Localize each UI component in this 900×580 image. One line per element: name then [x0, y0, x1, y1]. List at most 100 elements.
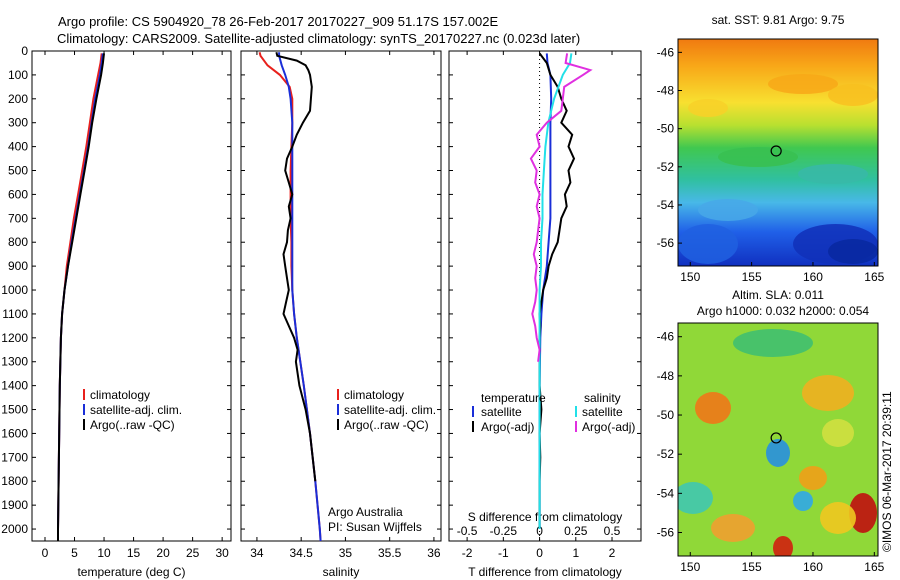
- y-tick-label: 1700: [1, 450, 28, 464]
- legend-label: Argo(..raw -QC): [344, 418, 429, 432]
- sla-patch: [695, 392, 731, 424]
- map-frame: [677, 38, 879, 267]
- sla-patch: [820, 502, 856, 534]
- y-tick-label: 1100: [2, 307, 28, 321]
- y-tick-label: 500: [8, 164, 28, 178]
- x-tick-label: 0: [42, 546, 49, 560]
- plot-frame: [31, 50, 232, 542]
- x-axis-label: T difference from climatology: [468, 565, 622, 579]
- y-tick-label: 1900: [1, 498, 28, 512]
- top-tick-label: -0.25: [490, 524, 518, 538]
- difference-panel: -2 -1 0 1 2 T difference from climatology -0.5…: [448, 50, 642, 579]
- map-title: Altim. SLA: 0.011: [732, 288, 824, 302]
- series-line: [529, 53, 593, 362]
- y-tick-label: -54: [657, 198, 675, 212]
- salinity-panel: 34 34.5 35 35.5 36 salinity climatologysatelli…: [240, 50, 442, 579]
- series-line: [275, 51, 317, 482]
- y-tick-label: 300: [8, 116, 28, 130]
- sst-patch: [768, 74, 838, 94]
- sla-patch: [773, 536, 793, 556]
- legend-label: satellite: [481, 405, 522, 419]
- sst-patch: [678, 224, 738, 264]
- y-tick-label: -56: [657, 236, 675, 250]
- credit-label: ©IMOS 06-Mar-2017 20:39:11: [880, 391, 894, 552]
- annotation-text: Argo Australia: [328, 505, 403, 519]
- y-tick-label: -52: [657, 447, 675, 461]
- y-tick-label: 1400: [1, 379, 28, 393]
- y-tick-label: 1600: [1, 426, 28, 440]
- sst-patches: [678, 74, 878, 264]
- x-tick-label: 155: [742, 560, 762, 574]
- y-tick-label: 1200: [1, 331, 28, 345]
- sla-patch: [711, 514, 755, 542]
- y-tick-label: -46: [657, 45, 675, 59]
- sst-patch: [688, 99, 728, 117]
- map-title: sat. SST: 9.81 Argo: 9.75: [712, 13, 845, 27]
- y-tick-label: -50: [657, 408, 675, 422]
- x-tick-label: -2: [462, 546, 473, 560]
- plot-frame: [240, 50, 442, 542]
- x-tick-label: 35.5: [378, 546, 402, 560]
- x-tick-label: 1: [572, 546, 579, 560]
- x-tick-label: 30: [215, 546, 229, 560]
- header-line2: Climatology: CARS2009. Satellite-adjuste…: [57, 31, 581, 46]
- sla-patch: [799, 466, 827, 490]
- sst-patch: [798, 164, 868, 184]
- x-tick-label: 34.5: [289, 546, 313, 560]
- map-frame: [677, 322, 879, 557]
- x-tick-label: 25: [186, 546, 200, 560]
- x-tick-label: 5: [71, 546, 78, 560]
- top-tick-label: 0: [536, 524, 543, 538]
- sla-patch: [802, 375, 854, 411]
- x-tick-label: 155: [742, 270, 762, 284]
- sst-patch: [828, 84, 878, 106]
- y-tick-label: 1500: [1, 403, 28, 417]
- y-tick-label: 1000: [1, 283, 28, 297]
- x-tick-label: -1: [498, 546, 509, 560]
- legend-title: temperature: [481, 391, 546, 405]
- x-tick-label: 15: [127, 546, 141, 560]
- sla-patch: [678, 482, 713, 514]
- legend-label: satellite: [582, 405, 623, 419]
- y-tick-label: 600: [8, 187, 28, 201]
- plot-frame: [448, 50, 642, 542]
- legend-title: salinity: [584, 391, 621, 405]
- x-axis-label: temperature (deg C): [77, 565, 185, 579]
- sst-patch: [698, 199, 758, 221]
- argo-location-marker: [770, 432, 782, 444]
- legend-label: satellite-adj. clim.: [344, 403, 436, 417]
- legend-label: climatology: [344, 388, 404, 402]
- x-tick-label: 160: [803, 560, 823, 574]
- sla-patch: [849, 493, 877, 533]
- series-line: [538, 52, 576, 529]
- temperature-panel: 0100200300400500600700800900100011001200…: [1, 44, 232, 579]
- legend-label: climatology: [90, 388, 150, 402]
- x-tick-label: 35: [339, 546, 353, 560]
- y-tick-label: 0: [21, 44, 28, 58]
- top-tick-label: 0.5: [604, 524, 621, 538]
- sst-map-panel: 150 155 160 165 -46 -48 -50 -52 -54 -56 sat. SST: …: [657, 13, 885, 284]
- header-line1: Argo profile: CS 5904920_78 26-Feb-2017 …: [58, 14, 499, 29]
- y-tick-label: 900: [8, 259, 28, 273]
- y-tick-label: 100: [8, 68, 28, 82]
- y-tick-label: 200: [8, 92, 28, 106]
- y-tick-label: -48: [657, 84, 675, 98]
- sla-patch: [766, 439, 790, 467]
- x-tick-label: 34: [250, 546, 264, 560]
- top-tick-label: -0.5: [457, 524, 478, 538]
- x-tick-label: 20: [156, 546, 170, 560]
- sla-patch: [793, 491, 813, 511]
- x-tick-label: 36: [427, 546, 441, 560]
- x-tick-label: 165: [864, 270, 884, 284]
- sst-patch: [718, 147, 798, 167]
- x-tick-label: 0: [536, 546, 543, 560]
- sla-map-panel: 150 155 160 165 -46 -48 -50 -52 -54 -56 Altim. SLA…: [657, 288, 885, 574]
- sla-patch: [733, 329, 813, 357]
- x-tick-label: 10: [97, 546, 111, 560]
- top-axis-label: S difference from climatology: [468, 510, 623, 524]
- y-tick-label: -50: [657, 122, 675, 136]
- y-tick-label: -56: [657, 526, 675, 540]
- x-tick-label: 2: [609, 546, 616, 560]
- x-tick-label: 165: [864, 560, 884, 574]
